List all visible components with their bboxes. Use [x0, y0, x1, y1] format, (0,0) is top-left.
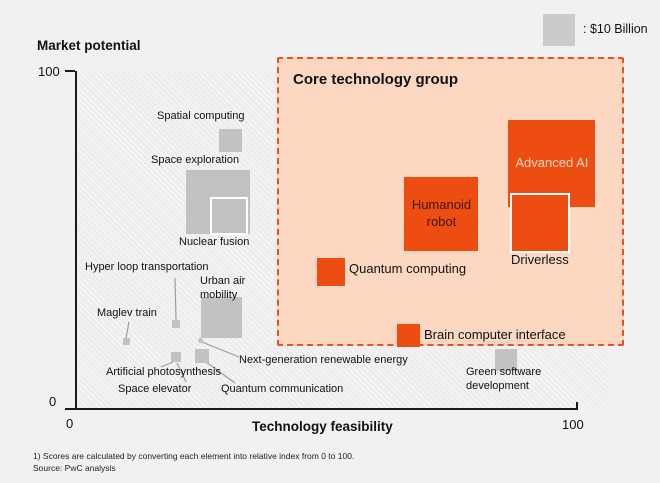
bubble-label-nuclear-fusion: Nuclear fusion [179, 236, 250, 248]
bubble-quantum-computing [317, 257, 346, 286]
bubble-next-generation-renewable-energy [198, 338, 203, 344]
x-axis-min-tick-label: 0 [66, 416, 74, 431]
bubble-label-advanced-ai: Advanced AI [515, 155, 589, 171]
core-technology-group-title: Core technology group [293, 71, 458, 88]
footnote-scores: 1) Scores are calculated by converting e… [33, 451, 355, 461]
x-axis-line [65, 408, 578, 410]
bubble-label-artificial-photosynthesis: Artificial photosynthesis [106, 366, 221, 378]
bubble-urban-air-mobility [201, 297, 243, 339]
bubble-hyper-loop-transportation [171, 320, 180, 329]
bubble-humanoid-robot: Humanoid robot [404, 177, 479, 252]
x-axis-title: Technology feasibility [252, 419, 393, 434]
y-axis-top-tick [65, 70, 75, 72]
x-axis-max-tick-label: 100 [562, 417, 584, 432]
bubble-maglev-train [123, 338, 131, 346]
y-axis-line [75, 71, 77, 408]
bubble-label-next-generation-renewable-energy: Next-generation renewable energy [239, 354, 408, 366]
bubble-spatial-computing [219, 128, 243, 152]
bubble-label-humanoid-robot: Humanoid robot [411, 197, 472, 230]
footnote-source: Source: PwC analysis [33, 463, 116, 473]
y-axis-title: Market potential [37, 38, 141, 53]
x-axis-right-tick [576, 402, 578, 409]
bubble-green-software-development [494, 349, 517, 372]
bubble-label-quantum-communication: Quantum communication [221, 383, 344, 395]
bubble-driverless [509, 192, 570, 253]
legend-swatch-icon [543, 14, 575, 46]
bubble-quantum-communication [195, 349, 209, 364]
y-axis-min-tick-label: 0 [49, 394, 57, 409]
bubble-nuclear-fusion [209, 196, 248, 235]
bubble-label-driverless: Driverless [511, 252, 569, 267]
bubble-label-green-software-development: Green software development [466, 366, 542, 393]
bubble-artificial-photosynthesis [170, 352, 181, 363]
y-axis-max-tick-label: 100 [38, 64, 60, 79]
bubble-brain-computer-interface [397, 324, 421, 348]
bubble-label-brain-computer-interface: Brain computer interface [424, 327, 566, 342]
bubble-label-quantum-computing: Quantum computing [349, 261, 467, 276]
bubble-label-urban-air-mobility: Urban air mobility [200, 275, 246, 302]
bubble-label-hyper-loop-transportation: Hyper loop transportation [85, 261, 209, 273]
bubble-label-spatial-computing: Spatial computing [157, 110, 245, 122]
legend-label: : $10 Billion [583, 22, 648, 36]
bubble-label-space-elevator: Space elevator [118, 383, 192, 395]
bubble-label-maglev-train: Maglev train [97, 307, 157, 319]
bubble-label-space-exploration: Space exploration [151, 154, 240, 166]
